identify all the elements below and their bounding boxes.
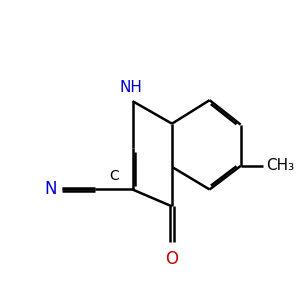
Text: C: C — [110, 169, 119, 183]
Text: CH₃: CH₃ — [266, 158, 295, 173]
Text: O: O — [166, 250, 178, 268]
Text: N: N — [44, 181, 57, 199]
Text: NH: NH — [120, 80, 142, 95]
